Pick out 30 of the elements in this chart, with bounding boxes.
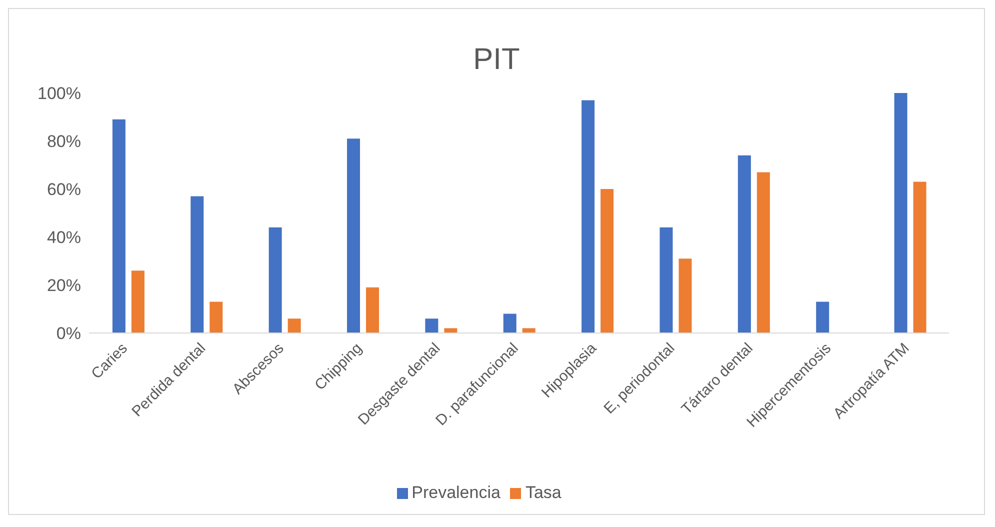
y-tick-label: 40%	[46, 228, 81, 248]
bar	[444, 328, 458, 333]
bar	[816, 302, 830, 333]
bar	[268, 227, 282, 333]
bar	[347, 138, 360, 333]
bar	[894, 93, 908, 333]
bar	[582, 100, 595, 333]
bar	[660, 227, 673, 333]
bar	[503, 314, 516, 333]
bar	[678, 258, 692, 333]
y-tick-label: 20%	[46, 276, 81, 296]
y-tick-label: 100%	[38, 84, 81, 104]
bar	[913, 182, 926, 333]
legend-label: Tasa	[525, 483, 562, 502]
bar	[131, 270, 144, 333]
bar	[425, 318, 438, 333]
bar	[210, 302, 223, 333]
y-tick-label: 60%	[46, 180, 81, 200]
bar	[756, 172, 770, 333]
bar	[600, 189, 614, 333]
bar	[522, 328, 536, 333]
y-tick-label: 0%	[56, 324, 81, 344]
bar	[190, 196, 204, 333]
legend-label: Prevalencia	[412, 483, 500, 502]
bar	[112, 119, 126, 333]
bar	[366, 287, 379, 333]
bar	[288, 318, 301, 333]
y-tick-label: 80%	[46, 132, 81, 152]
bar	[738, 155, 751, 333]
chart-title: PIT	[472, 43, 521, 78]
